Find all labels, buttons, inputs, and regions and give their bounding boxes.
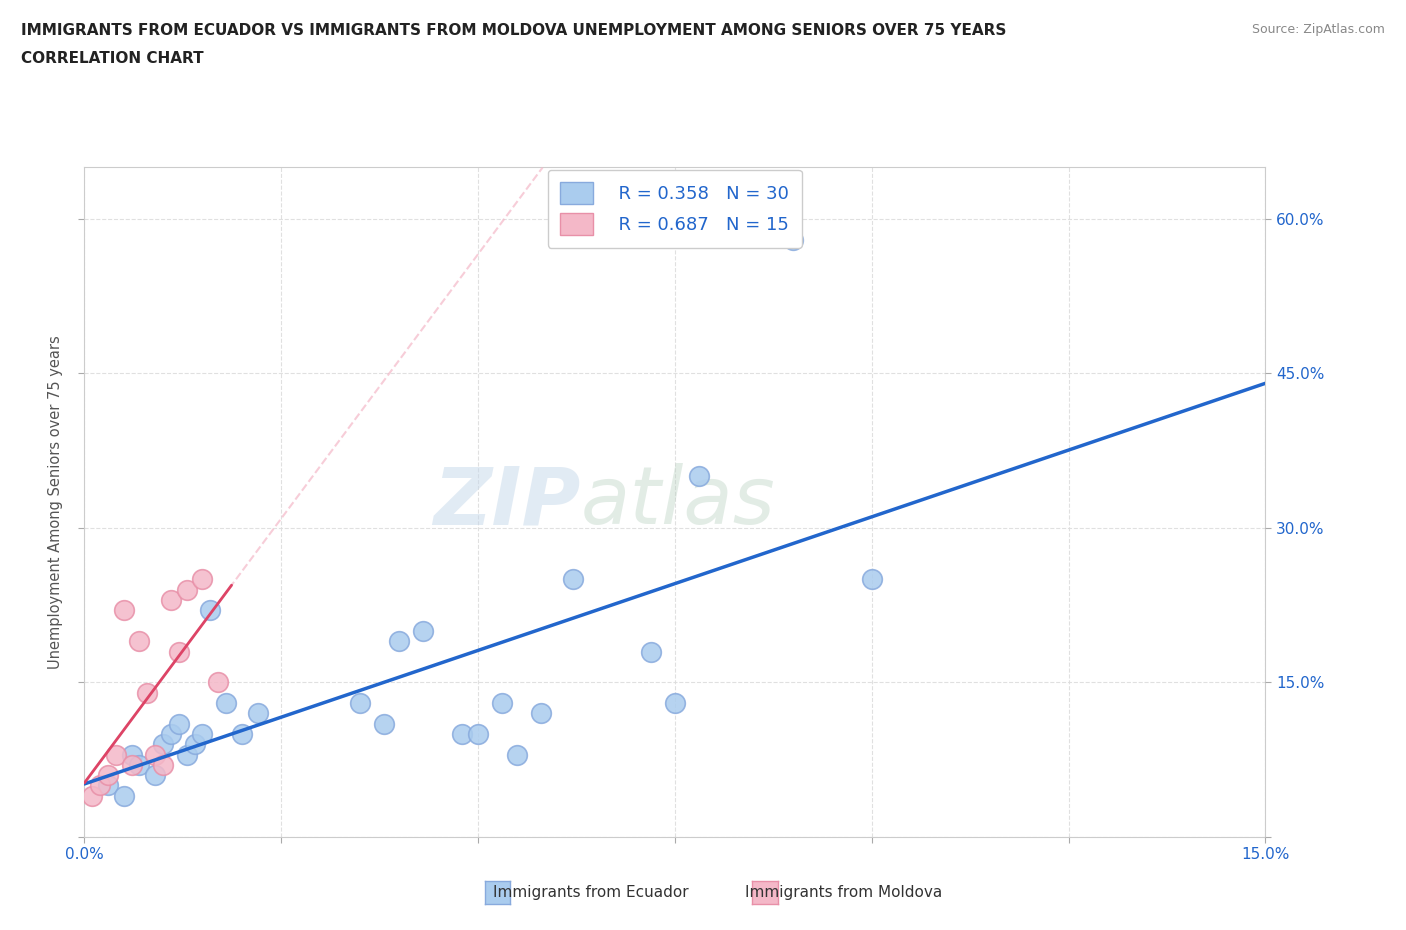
- Point: [207, 675, 229, 690]
- Point: [782, 232, 804, 247]
- Point: [136, 685, 159, 700]
- Point: [530, 706, 553, 721]
- Point: [121, 747, 143, 762]
- Text: CORRELATION CHART: CORRELATION CHART: [21, 51, 204, 66]
- Point: [176, 582, 198, 597]
- Point: [388, 634, 411, 649]
- Point: [373, 716, 395, 731]
- Point: [89, 778, 111, 793]
- Point: [191, 572, 214, 587]
- Text: Immigrants from Ecuador: Immigrants from Ecuador: [492, 885, 689, 900]
- Point: [152, 757, 174, 772]
- Point: [143, 768, 166, 783]
- Point: [152, 737, 174, 751]
- Point: [561, 572, 583, 587]
- Point: [128, 757, 150, 772]
- Point: [860, 572, 883, 587]
- Point: [506, 747, 529, 762]
- Point: [664, 696, 686, 711]
- Text: IMMIGRANTS FROM ECUADOR VS IMMIGRANTS FROM MOLDOVA UNEMPLOYMENT AMONG SENIORS OV: IMMIGRANTS FROM ECUADOR VS IMMIGRANTS FR…: [21, 23, 1007, 38]
- Point: [491, 696, 513, 711]
- Point: [112, 603, 135, 618]
- Y-axis label: Unemployment Among Seniors over 75 years: Unemployment Among Seniors over 75 years: [48, 336, 63, 669]
- Point: [97, 778, 120, 793]
- Point: [112, 789, 135, 804]
- Point: [176, 747, 198, 762]
- Point: [143, 747, 166, 762]
- Point: [160, 726, 183, 741]
- Point: [412, 623, 434, 638]
- Point: [167, 644, 190, 659]
- Point: [467, 726, 489, 741]
- Point: [640, 644, 662, 659]
- Point: [82, 789, 104, 804]
- Point: [183, 737, 205, 751]
- Point: [451, 726, 474, 741]
- Point: [191, 726, 214, 741]
- Point: [349, 696, 371, 711]
- Point: [160, 592, 183, 607]
- Text: Source: ZipAtlas.com: Source: ZipAtlas.com: [1251, 23, 1385, 36]
- Point: [688, 469, 710, 484]
- Text: ZIP: ZIP: [433, 463, 581, 541]
- Text: atlas: atlas: [581, 463, 775, 541]
- Point: [167, 716, 190, 731]
- Point: [104, 747, 127, 762]
- Point: [97, 768, 120, 783]
- Point: [215, 696, 238, 711]
- Point: [128, 634, 150, 649]
- Point: [200, 603, 222, 618]
- Point: [121, 757, 143, 772]
- Point: [246, 706, 269, 721]
- Text: Immigrants from Moldova: Immigrants from Moldova: [745, 885, 942, 900]
- Point: [231, 726, 253, 741]
- Legend:   R = 0.358   N = 30,   R = 0.687   N = 15: R = 0.358 N = 30, R = 0.687 N = 15: [548, 170, 801, 248]
